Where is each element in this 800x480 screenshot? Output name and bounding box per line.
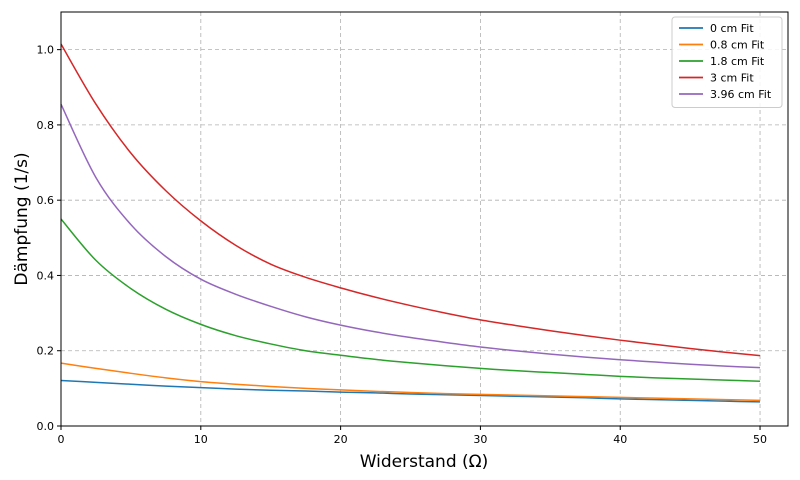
y-tick-label: 0.2 [37,345,55,358]
legend-label: 1.8 cm Fit [710,55,765,68]
axis-ticks: 0 10 20 30 40 50 0.0 0.2 0.4 0.6 0.8 1.0 [37,44,768,446]
legend-label: 3 cm Fit [710,72,754,85]
x-tick-label: 40 [613,433,627,446]
series-line-4 [60,103,761,369]
y-tick-label: 0.0 [37,420,55,433]
x-axis-label: Widerstand (Ω) [360,452,489,472]
series-line-2 [60,218,761,382]
y-tick-label: 0.4 [37,269,55,282]
x-tick-label: 10 [194,433,208,446]
y-axis-label: Dämpfung (1/s) [12,152,32,285]
legend-box [671,16,783,108]
series-line-3 [60,43,761,357]
y-tick-label: 0.6 [37,194,55,207]
x-tick-label: 0 [58,433,65,446]
legend: 0 cm Fit 0.8 cm Fit 1.8 cm Fit 3 cm Fit 3.96… [671,16,783,108]
plot-background [61,12,788,426]
plot-frame [60,11,789,427]
legend-label: 0 cm Fit [710,22,754,35]
series-line-1 [60,362,761,402]
legend-label: 0.8 cm Fit [710,39,765,52]
series-layer [60,43,761,403]
y-tick-label: 1.0 [37,44,55,57]
x-tick-label: 20 [334,433,348,446]
x-tick-label: 30 [473,433,487,446]
y-tick-label: 0.8 [37,119,55,132]
x-tick-label: 50 [753,433,767,446]
series-line-0 [60,379,761,403]
legend-label: 3.96 cm Fit [710,88,772,101]
